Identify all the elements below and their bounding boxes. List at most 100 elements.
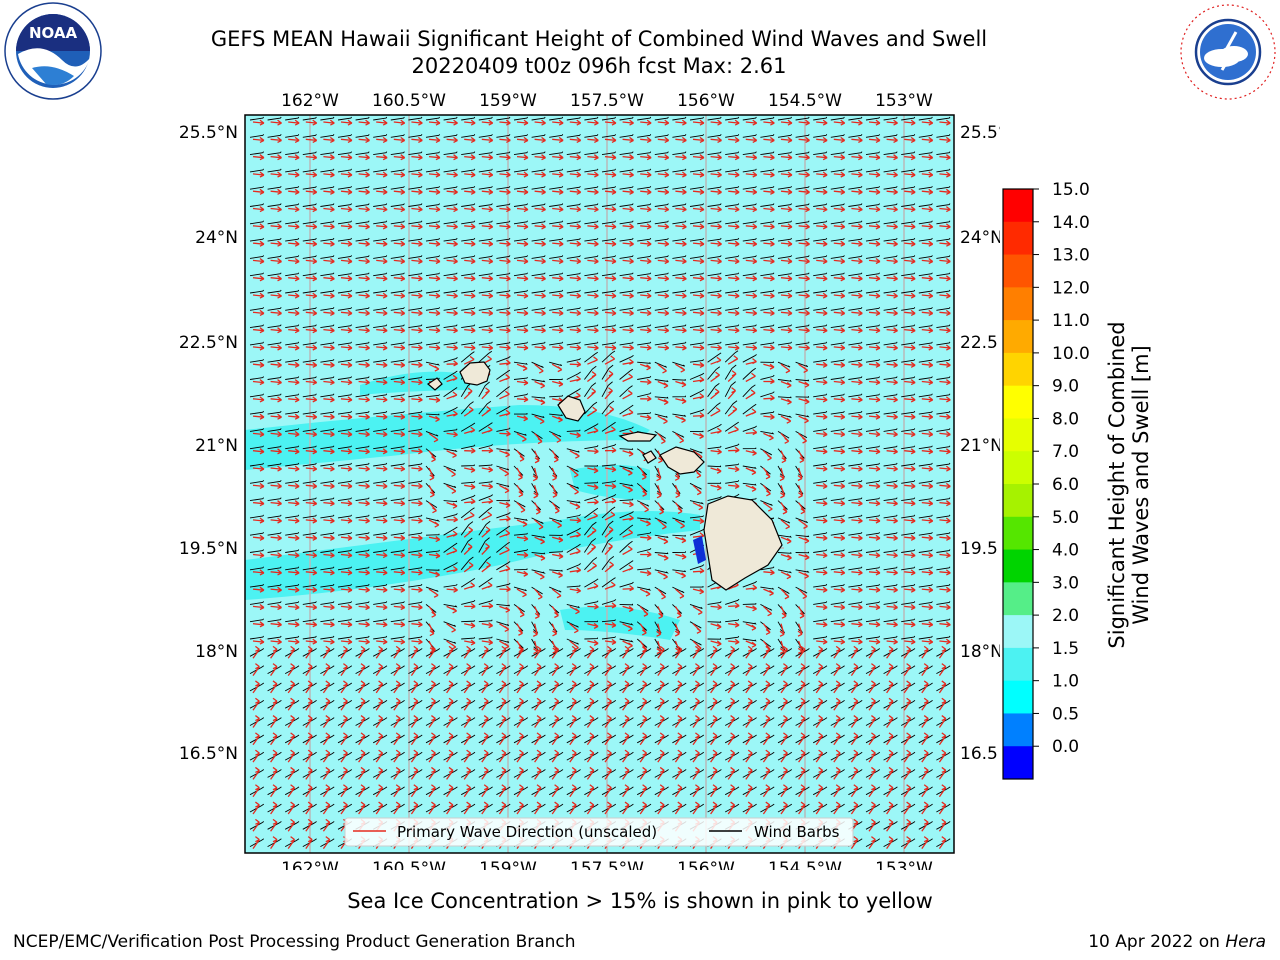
wind-barb [619,621,634,626]
wave-arrow [569,240,582,247]
wave-arrow [727,645,736,659]
wind-barb [795,168,810,173]
wave-arrow [411,482,423,489]
wave-arrow [499,136,511,143]
wind-barb [936,734,951,744]
wind-barb [777,361,791,368]
wave-arrow [481,543,490,555]
wave-arrow [305,188,318,195]
wind-barb [566,358,581,363]
wave-arrow [833,361,846,368]
wind-barb [443,500,458,503]
wave-arrow [833,732,841,746]
wave-arrow [851,136,863,143]
wind-barb [249,601,264,605]
wind-barb [601,506,616,519]
wave-arrow [569,784,577,798]
wave-arrow [569,732,577,746]
wind-barb [355,220,370,225]
wind-barb [425,220,440,225]
wind-barb [390,665,405,674]
wind-barb [848,514,863,519]
wave-arrow [816,552,828,559]
wind-barb [373,514,388,519]
wind-barb [408,324,423,329]
wind-barb [249,376,264,380]
wave-arrow [499,484,510,494]
wave-arrow [340,309,353,316]
wave-arrow [851,430,863,438]
wind-barb [320,220,335,225]
wind-barb [654,168,669,173]
wave-arrow [534,519,544,530]
colorbar-block [1003,647,1033,682]
wind-barb [654,341,669,346]
wave-arrow [305,361,318,368]
wind-barb [918,803,933,813]
wind-barb [284,648,300,657]
wind-barb [478,577,493,588]
wind-barb [566,699,581,709]
wind-barb [672,168,687,173]
wind-barb [408,648,423,657]
wave-arrow [499,605,511,613]
wind-barb [373,601,388,605]
wind-barb [883,566,898,571]
wave-arrow [534,119,546,126]
wind-barb [460,401,474,415]
wave-arrow [270,465,282,472]
wave-arrow [692,292,705,299]
wind-barb [390,289,405,294]
wind-barb [900,699,916,709]
wind-barb [865,549,880,553]
wind-barb [320,428,335,432]
wind-barb [566,603,580,609]
longitude-labels-top: 162°W 160.5°W 159°W 157.5°W 156°W 154.5°… [281,91,933,111]
wind-barb [549,272,564,277]
wave-arrow [340,621,353,628]
wave-arrow [710,448,722,455]
wave-arrow [815,766,824,780]
wave-arrow [692,412,705,419]
wind-barb [637,289,652,294]
wind-barb [813,116,828,121]
wave-arrow [586,715,595,728]
wind-barb [320,203,335,207]
wind-barb [918,618,933,623]
wind-barb [619,168,634,173]
wave-arrow [569,171,582,178]
wave-arrow [428,223,441,230]
wave-arrow [728,446,740,453]
wind-barb [900,751,916,761]
wind-barb [513,568,528,571]
wind-barb [689,603,703,609]
wind-barb [777,786,793,796]
wave-arrow [851,171,863,178]
wave-arrow [446,257,458,265]
wave-arrow [463,406,474,417]
wave-arrow [833,680,841,694]
wind-barb [813,341,828,346]
wave-arrow [904,500,916,507]
wind-barb [672,220,687,225]
wave-arrow [710,407,721,417]
wave-arrow [622,585,634,592]
wind-barb [813,324,828,329]
wave-arrow [428,188,441,195]
wind-barb [302,514,317,519]
wave-arrow [939,482,951,489]
wind-barb [619,134,634,138]
wind-barb [760,307,775,311]
wind-barb [584,495,599,502]
colorbar-tick-label: 8.0 [1052,409,1079,429]
wind-barb [285,618,300,623]
wave-arrow [322,715,331,728]
wind-barb [725,134,740,138]
wind-barb [654,483,662,495]
wind-barb [302,635,317,640]
wind-barb [936,480,951,484]
wave-arrow [939,361,951,368]
wind-barb [443,168,458,173]
wave-arrow [816,534,828,541]
wind-barb [918,376,933,380]
